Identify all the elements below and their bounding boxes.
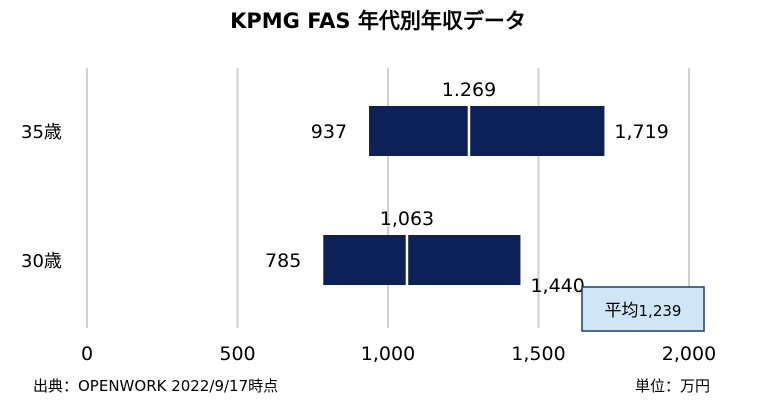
average-value: 1,239 (639, 302, 682, 320)
median-label: 1,063 (380, 208, 434, 230)
chart-title: KPMG FAS 年代別年収データ (230, 9, 526, 33)
min-label: 937 (311, 121, 347, 143)
y-axis-categories: 35歳 30歳 (21, 122, 62, 272)
average-box-background (581, 286, 705, 332)
average-label-text: 平均 (605, 301, 639, 321)
x-tick-label: 1,500 (511, 343, 565, 365)
bar-lower-segment (369, 106, 469, 156)
category-label: 30歳 (21, 251, 62, 272)
x-axis-ticks: 0 500 1,000 1,500 2,000 (81, 343, 716, 365)
bar-upper-segment (406, 235, 521, 285)
bars (323, 106, 605, 285)
max-label: 1,719 (614, 121, 668, 143)
category-label: 35歳 (21, 122, 62, 143)
source-note: 出典：OPENWORK 2022/9/17時点 (33, 377, 278, 395)
min-label: 785 (265, 250, 301, 272)
x-tick-label: 500 (219, 343, 255, 365)
x-tick-label: 1,000 (361, 343, 415, 365)
max-label: 1,440 (530, 275, 584, 297)
average-box: 平均1,239 (581, 286, 705, 332)
bar-upper-segment (468, 106, 605, 156)
bar-lower-segment (323, 235, 407, 285)
x-tick-label: 2,000 (662, 343, 716, 365)
average-label: 平均1,239 (605, 301, 682, 321)
median-label: 1.269 (442, 79, 496, 101)
data-labels: 937 1.269 1,719 785 1,063 1,440 (265, 79, 669, 297)
x-tick-label: 0 (81, 343, 93, 365)
unit-note: 単位：万円 (635, 377, 710, 395)
